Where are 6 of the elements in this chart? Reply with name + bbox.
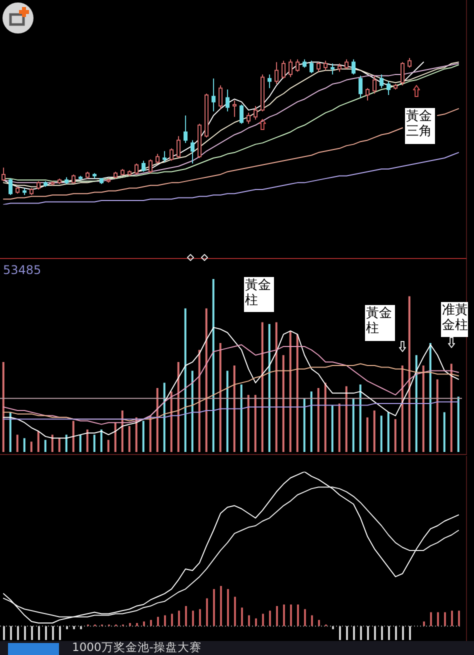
annotation: 准黃金柱 [441,302,468,337]
annotation: 黃金柱 [244,277,274,312]
text: 1000万奖金池-操盘大赛 [72,640,202,654]
text: 53485 [3,263,42,277]
annotation: 黃金柱 [365,305,395,341]
annotation: 黃金三角 [405,108,435,144]
